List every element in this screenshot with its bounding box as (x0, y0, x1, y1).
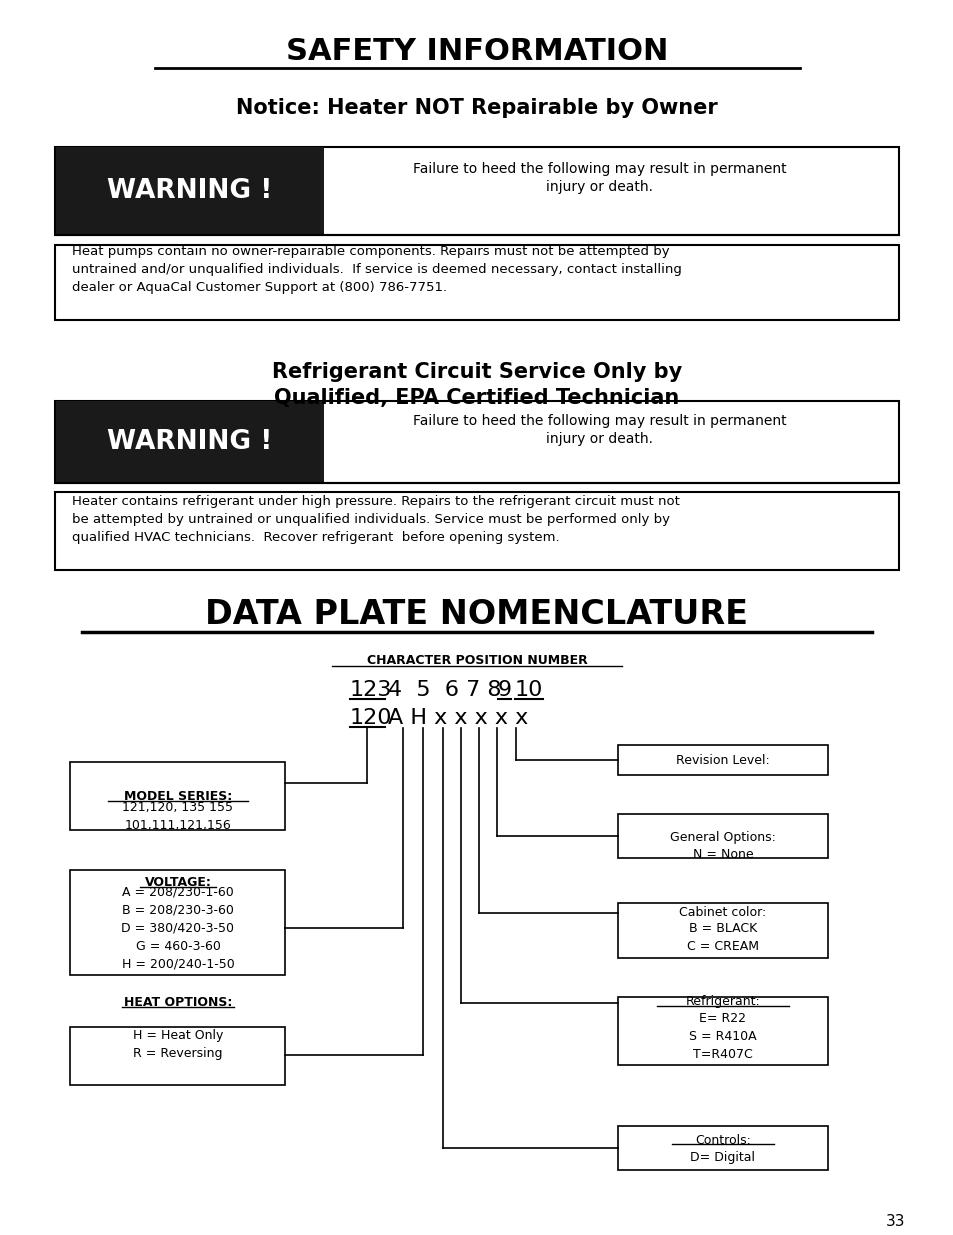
Bar (56, 147, 324, 235)
Bar (618, 997, 827, 1065)
Bar (70, 869, 285, 974)
Text: 33: 33 (884, 1214, 904, 1230)
Text: WARNING !: WARNING ! (107, 178, 273, 204)
Text: Failure to heed the following may result in permanent
injury or death.: Failure to heed the following may result… (413, 414, 786, 446)
Text: CHARACTER POSITION NUMBER: CHARACTER POSITION NUMBER (366, 653, 587, 667)
Text: 120: 120 (350, 708, 392, 727)
Text: Cabinet color:: Cabinet color: (679, 906, 766, 920)
Text: Controls:: Controls: (695, 1134, 750, 1146)
Text: 9: 9 (497, 680, 512, 700)
Bar (55, 401, 898, 483)
Bar (55, 492, 898, 571)
Bar (70, 1028, 285, 1086)
Text: Failure to heed the following may result in permanent
injury or death.: Failure to heed the following may result… (413, 162, 786, 194)
Text: E= R22
S = R410A
T=R407C: E= R22 S = R410A T=R407C (688, 1011, 756, 1061)
Text: 121,120, 135 155
101,111,121,156: 121,120, 135 155 101,111,121,156 (122, 802, 233, 832)
Text: DATA PLATE NOMENCLATURE: DATA PLATE NOMENCLATURE (205, 599, 748, 631)
Bar (618, 1126, 827, 1170)
Text: 4  5  6 7 8: 4 5 6 7 8 (388, 680, 501, 700)
Text: Refrigerant Circuit Service Only by
Qualified, EPA Certified Technician: Refrigerant Circuit Service Only by Qual… (272, 362, 681, 409)
Text: B = BLACK
C = CREAM: B = BLACK C = CREAM (686, 921, 759, 952)
Text: A = 208/230-1-60
B = 208/230-3-60
D = 380/420-3-50
G = 460-3-60
H = 200/240-1-50: A = 208/230-1-60 B = 208/230-3-60 D = 38… (121, 885, 234, 971)
Text: HEAT OPTIONS:: HEAT OPTIONS: (124, 995, 232, 1009)
Text: 10: 10 (515, 680, 543, 700)
Text: Revision Level:: Revision Level: (676, 753, 769, 767)
Bar (55, 245, 898, 320)
Text: WARNING !: WARNING ! (107, 429, 273, 454)
Text: General Options:: General Options: (669, 831, 775, 845)
Text: MODEL SERIES:: MODEL SERIES: (124, 789, 232, 803)
Text: Heater contains refrigerant under high pressure. Repairs to the refrigerant circ: Heater contains refrigerant under high p… (71, 495, 679, 545)
Text: 123: 123 (350, 680, 392, 700)
Bar (618, 745, 827, 776)
Text: SAFETY INFORMATION: SAFETY INFORMATION (286, 37, 667, 67)
Text: H = Heat Only
R = Reversing: H = Heat Only R = Reversing (132, 1030, 223, 1061)
Text: A H x x x x x: A H x x x x x (388, 708, 528, 727)
Bar (618, 814, 827, 858)
Text: Heat pumps contain no owner-repairable components. Repairs must not be attempted: Heat pumps contain no owner-repairable c… (71, 246, 681, 294)
Bar (55, 147, 898, 235)
Bar (56, 401, 324, 483)
Text: VOLTAGE:: VOLTAGE: (145, 876, 212, 888)
Text: Notice: Heater NOT Repairable by Owner: Notice: Heater NOT Repairable by Owner (236, 98, 717, 119)
Text: Refrigerant:: Refrigerant: (685, 994, 760, 1008)
Text: D= Digital: D= Digital (690, 1151, 755, 1163)
Bar (70, 762, 285, 830)
Bar (618, 903, 827, 958)
Text: N = None: N = None (692, 847, 753, 861)
